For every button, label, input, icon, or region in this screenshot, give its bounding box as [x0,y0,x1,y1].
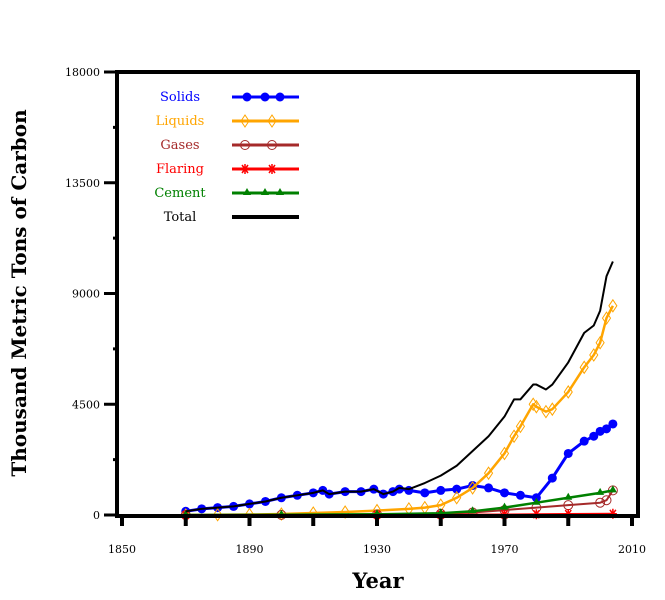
legend-item-liquids: Liquids [156,114,299,129]
legend-marker [243,188,251,195]
data-point-liquids [340,505,350,519]
data-point-solids [589,431,599,441]
legend-item-cement: Cement [154,186,299,201]
data-point-gases [595,497,606,508]
legend-label: Cement [154,186,206,201]
data-point-solids [547,473,557,483]
data-point-liquids [547,402,557,417]
series-layer [180,261,618,522]
data-point-solids [608,419,618,429]
series-liquids [181,298,618,522]
data-point-liquids [579,360,589,375]
data-point-gases [601,495,612,506]
data-point-liquids [483,466,494,481]
legend-marker [267,114,277,128]
y-tick-label: 18000 [65,66,100,79]
data-point-solids [515,490,525,500]
data-point-liquids [499,446,510,461]
legend-marker [242,92,252,102]
legend-marker [268,164,276,174]
data-point-cement [608,485,617,493]
legend-item-gases: Gases [160,138,299,153]
x-tick-label: 1930 [363,543,391,556]
data-point-flaring [608,508,617,519]
data-point-liquids [276,507,286,521]
series-line-solids [185,422,614,513]
data-point-liquids [589,348,599,362]
x-axis: 1850 1890 1930 1970 2010 [108,518,646,556]
legend-label: Flaring [156,162,204,177]
x-axis-title: Year [351,568,404,593]
data-point-liquids [468,481,478,495]
data-point-liquids [601,311,612,326]
data-point-solids [420,488,430,498]
legend-label: Gases [160,138,199,153]
y-tick-label: 4500 [72,398,100,411]
series-line-total [185,261,614,513]
data-point-cement [596,487,605,495]
data-point-liquids [595,335,605,350]
data-point-liquids [213,507,223,522]
data-point-solids [500,488,509,498]
legend-marker [267,140,277,150]
data-point-solids [579,436,589,446]
y-axis: 0 4500 9000 13500 18000 [65,66,117,522]
y-axis-title: Thousand Metric Tons of Carbon [7,109,31,477]
legend-marker [240,140,250,150]
data-point-cement [436,508,445,516]
y-tick-label: 13500 [65,177,100,190]
legend: Solids Liquids Gases Flaring Cement Total [154,90,299,225]
data-point-cement [500,502,509,510]
data-point-solids [452,484,462,494]
series-line-liquids [185,305,614,517]
data-point-liquids [531,399,541,414]
x-tick-label: 1970 [491,543,519,556]
data-point-solids [602,424,611,434]
legend-marker [260,92,270,102]
legend-item-solids: Solids [160,90,299,105]
legend-marker [275,92,285,102]
x-tick-label: 1850 [108,543,136,556]
legend-marker [241,164,249,174]
legend-marker [261,188,269,195]
data-point-cement [468,506,477,514]
data-point-cement [564,492,573,500]
data-point-cement [532,497,541,505]
data-point-liquids [452,490,462,505]
legend-label: Solids [160,90,200,105]
data-point-solids [468,480,478,490]
data-point-liquids [515,419,526,434]
data-point-liquids [563,385,573,399]
data-point-solids [563,448,573,458]
series-total [185,261,614,513]
y-tick-label: 0 [93,509,100,522]
legend-marker [276,188,284,195]
legend-marker [240,114,250,128]
data-point-solids [394,484,404,494]
data-point-liquids [608,298,618,313]
data-point-liquids [509,429,519,444]
legend-item-flaring: Flaring [156,162,299,177]
legend-item-total: Total [164,210,299,225]
legend-label: Total [164,210,197,225]
x-tick-label: 1890 [236,543,264,556]
x-tick-label: 2010 [618,543,646,556]
data-point-solids [484,483,494,493]
data-point-solids [436,485,446,495]
y-tick-label: 9000 [72,288,100,301]
legend-label: Liquids [156,114,205,129]
